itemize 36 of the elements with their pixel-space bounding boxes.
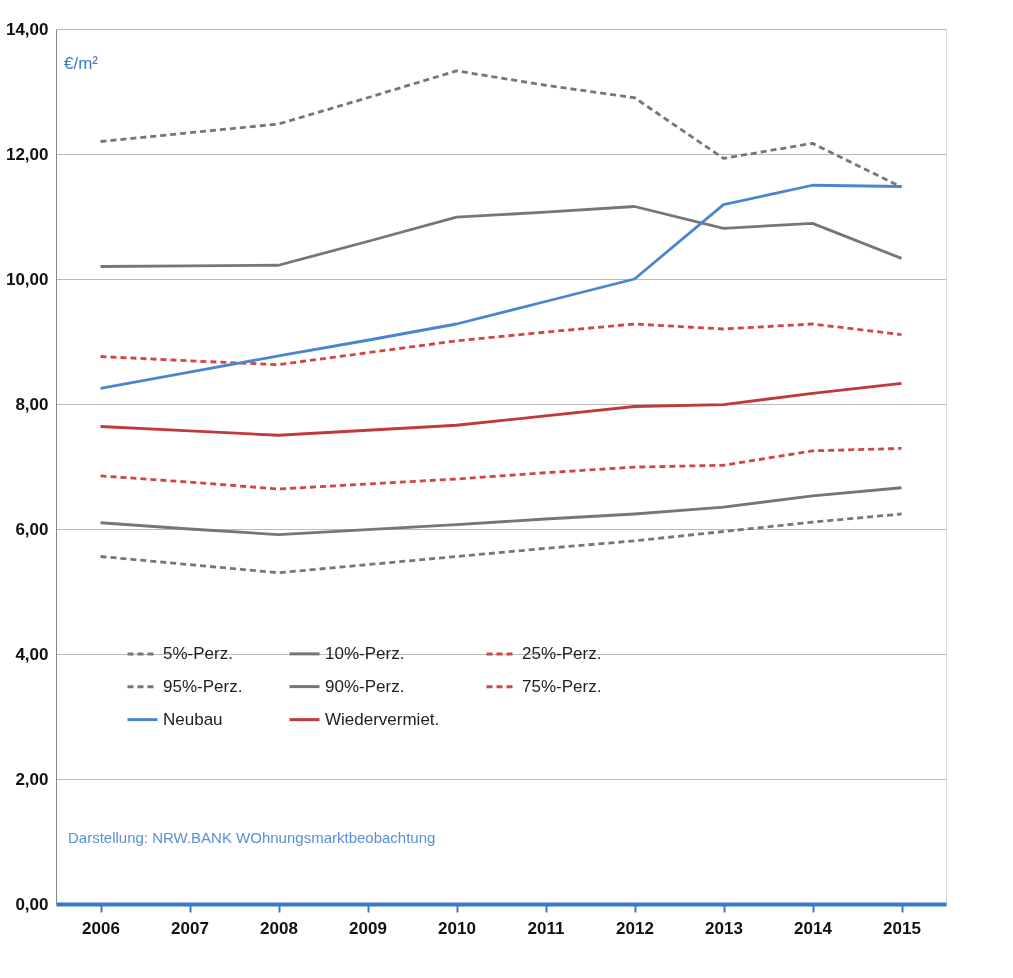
legend-label: 95%-Perz. bbox=[163, 676, 243, 696]
y-tick-label: 2,00 bbox=[15, 769, 49, 789]
x-tick-label: 2014 bbox=[794, 918, 833, 938]
legend-label: 5%-Perz. bbox=[163, 643, 233, 663]
line-series bbox=[99, 381, 903, 437]
y-tick-label: 6,00 bbox=[15, 519, 49, 539]
x-tick-label: 2010 bbox=[438, 918, 476, 938]
x-tick-label: 2011 bbox=[527, 918, 565, 938]
line-series bbox=[99, 486, 903, 537]
line-series bbox=[99, 183, 903, 390]
x-tick-label: 2013 bbox=[705, 918, 743, 938]
line-series bbox=[99, 322, 903, 367]
legend-label: 25%-Perz. bbox=[522, 643, 602, 663]
legend-label: 75%-Perz. bbox=[522, 676, 602, 696]
y-axis-title: €/m² bbox=[64, 54, 99, 73]
y-tick-label: 4,00 bbox=[15, 644, 49, 664]
legend-label: Wiedervermiet. bbox=[325, 709, 440, 729]
y-tick-label: 14,00 bbox=[5, 19, 49, 39]
legend-label: Neubau bbox=[163, 709, 223, 729]
line-series bbox=[99, 512, 903, 575]
x-tick-label: 2007 bbox=[171, 918, 209, 938]
legend-label: 10%-Perz. bbox=[325, 643, 405, 663]
x-tick-label: 2012 bbox=[616, 918, 654, 938]
y-tick-label: 8,00 bbox=[15, 394, 49, 414]
y-tick-label: 0,00 bbox=[15, 894, 49, 914]
annotation: Darstellung: NRW.BANK WOhnungsmarktbeobachtung bbox=[68, 829, 436, 847]
x-tick-label: 2006 bbox=[82, 918, 120, 938]
y-tick-label: 10,00 bbox=[5, 269, 49, 289]
x-tick-label: 2015 bbox=[883, 918, 921, 938]
x-tick-label: 2008 bbox=[260, 918, 298, 938]
line-series bbox=[99, 205, 903, 268]
x-tick-label: 2009 bbox=[349, 918, 387, 938]
legend-label: 90%-Perz. bbox=[325, 676, 405, 696]
y-tick-label: 12,00 bbox=[5, 144, 49, 164]
line-series bbox=[99, 446, 903, 491]
line-series bbox=[99, 69, 903, 189]
